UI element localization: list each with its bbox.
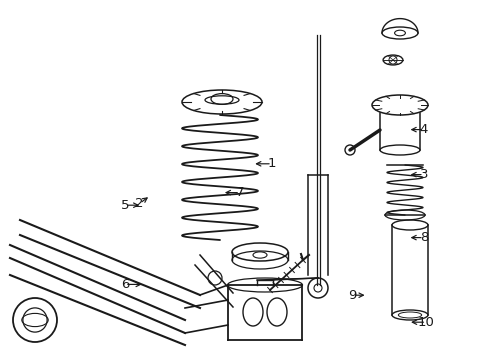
Text: 1: 1	[268, 157, 276, 170]
Text: 7: 7	[236, 186, 245, 199]
Text: 8: 8	[419, 231, 428, 244]
Text: 4: 4	[419, 123, 428, 136]
Text: 9: 9	[348, 289, 357, 302]
Text: 10: 10	[418, 316, 435, 329]
Text: 2: 2	[135, 197, 144, 210]
Text: 5: 5	[121, 199, 129, 212]
Text: 6: 6	[121, 278, 129, 291]
Text: 3: 3	[419, 168, 428, 181]
